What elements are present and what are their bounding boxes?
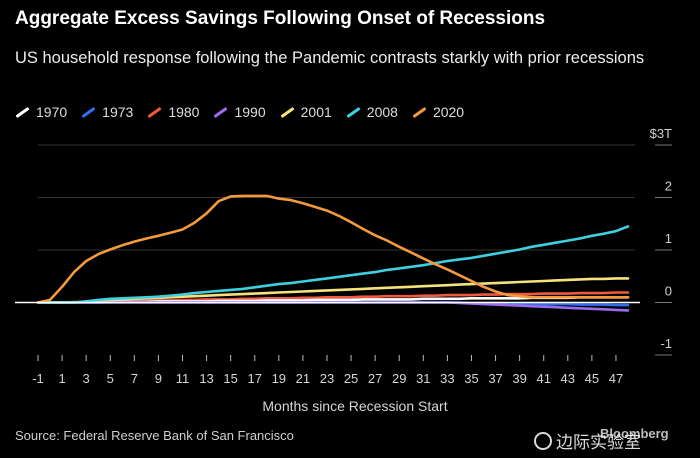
x-tick-label: 9 xyxy=(155,371,162,386)
weibo-icon xyxy=(534,431,552,450)
x-tick-label: 25 xyxy=(344,371,358,386)
legend-item-2001: 2001 xyxy=(280,104,332,120)
x-tick-label: 3 xyxy=(83,371,90,386)
x-tick-label: 29 xyxy=(392,371,406,386)
chart-subtitle: US household response following the Pand… xyxy=(15,49,645,67)
x-tick-label: 37 xyxy=(488,371,502,386)
watermark: 边际实验室 xyxy=(534,428,641,453)
x-tick-label: 27 xyxy=(368,371,382,386)
x-tick-label: 21 xyxy=(296,371,310,386)
x-axis-label: Months since Recession Start xyxy=(262,398,447,414)
legend-item-1980: 1980 xyxy=(147,104,199,120)
x-tick-label: 7 xyxy=(131,371,138,386)
legend-label: 2020 xyxy=(432,104,465,120)
legend-label: 2008 xyxy=(366,104,398,120)
legend-label: 1980 xyxy=(168,104,200,120)
watermark-text: 边际实验室 xyxy=(556,433,641,452)
legend-item-1973: 1973 xyxy=(81,104,133,120)
x-tick-label: 13 xyxy=(199,371,213,386)
chart-legend: 1970 1973 1980 1990 2001 2008 2020 xyxy=(15,104,478,120)
x-tick-label: 11 xyxy=(176,371,190,386)
y-tick-label: $3T xyxy=(650,126,672,141)
x-tick-label: 45 xyxy=(585,371,599,386)
legend-label: 2001 xyxy=(300,104,332,120)
x-tick-label: 1 xyxy=(58,371,65,386)
y-tick-label: 0 xyxy=(665,284,672,299)
x-tick-label: 17 xyxy=(248,371,262,386)
x-tick-label: 5 xyxy=(107,371,114,386)
x-tick-label: 31 xyxy=(416,371,430,386)
x-tick-label: 41 xyxy=(536,371,550,386)
x-tick-label: 19 xyxy=(272,371,286,386)
x-tick-label: 15 xyxy=(223,371,237,386)
x-tick-label: 33 xyxy=(440,371,454,386)
series-line-2008 xyxy=(36,225,630,304)
chart-title: Aggregate Excess Savings Following Onset… xyxy=(15,8,546,29)
x-tick-label: 43 xyxy=(561,371,575,386)
y-tick-label: -1 xyxy=(660,336,672,351)
legend-item-1970: 1970 xyxy=(15,104,67,120)
x-tick-label: 35 xyxy=(464,371,478,386)
legend-label: 1990 xyxy=(234,104,266,120)
legend-label: 1970 xyxy=(36,104,68,120)
legend-item-2020: 2020 xyxy=(412,104,464,120)
legend-item-1990: 1990 xyxy=(213,104,266,120)
bloomberg-logo: Bloomberg xyxy=(600,426,669,441)
x-tick-label: 47 xyxy=(609,371,623,386)
y-tick-label: 1 xyxy=(665,231,672,246)
legend-item-2008: 2008 xyxy=(346,104,398,120)
series-line-2020 xyxy=(36,194,630,304)
x-tick-label: -1 xyxy=(32,371,44,386)
legend-label: 1973 xyxy=(102,104,134,120)
x-tick-label: 39 xyxy=(512,371,526,386)
y-tick-label: 2 xyxy=(665,179,672,194)
x-tick-label: 23 xyxy=(320,371,334,386)
source-note: Source: Federal Reserve Bank of San Fran… xyxy=(15,428,294,443)
